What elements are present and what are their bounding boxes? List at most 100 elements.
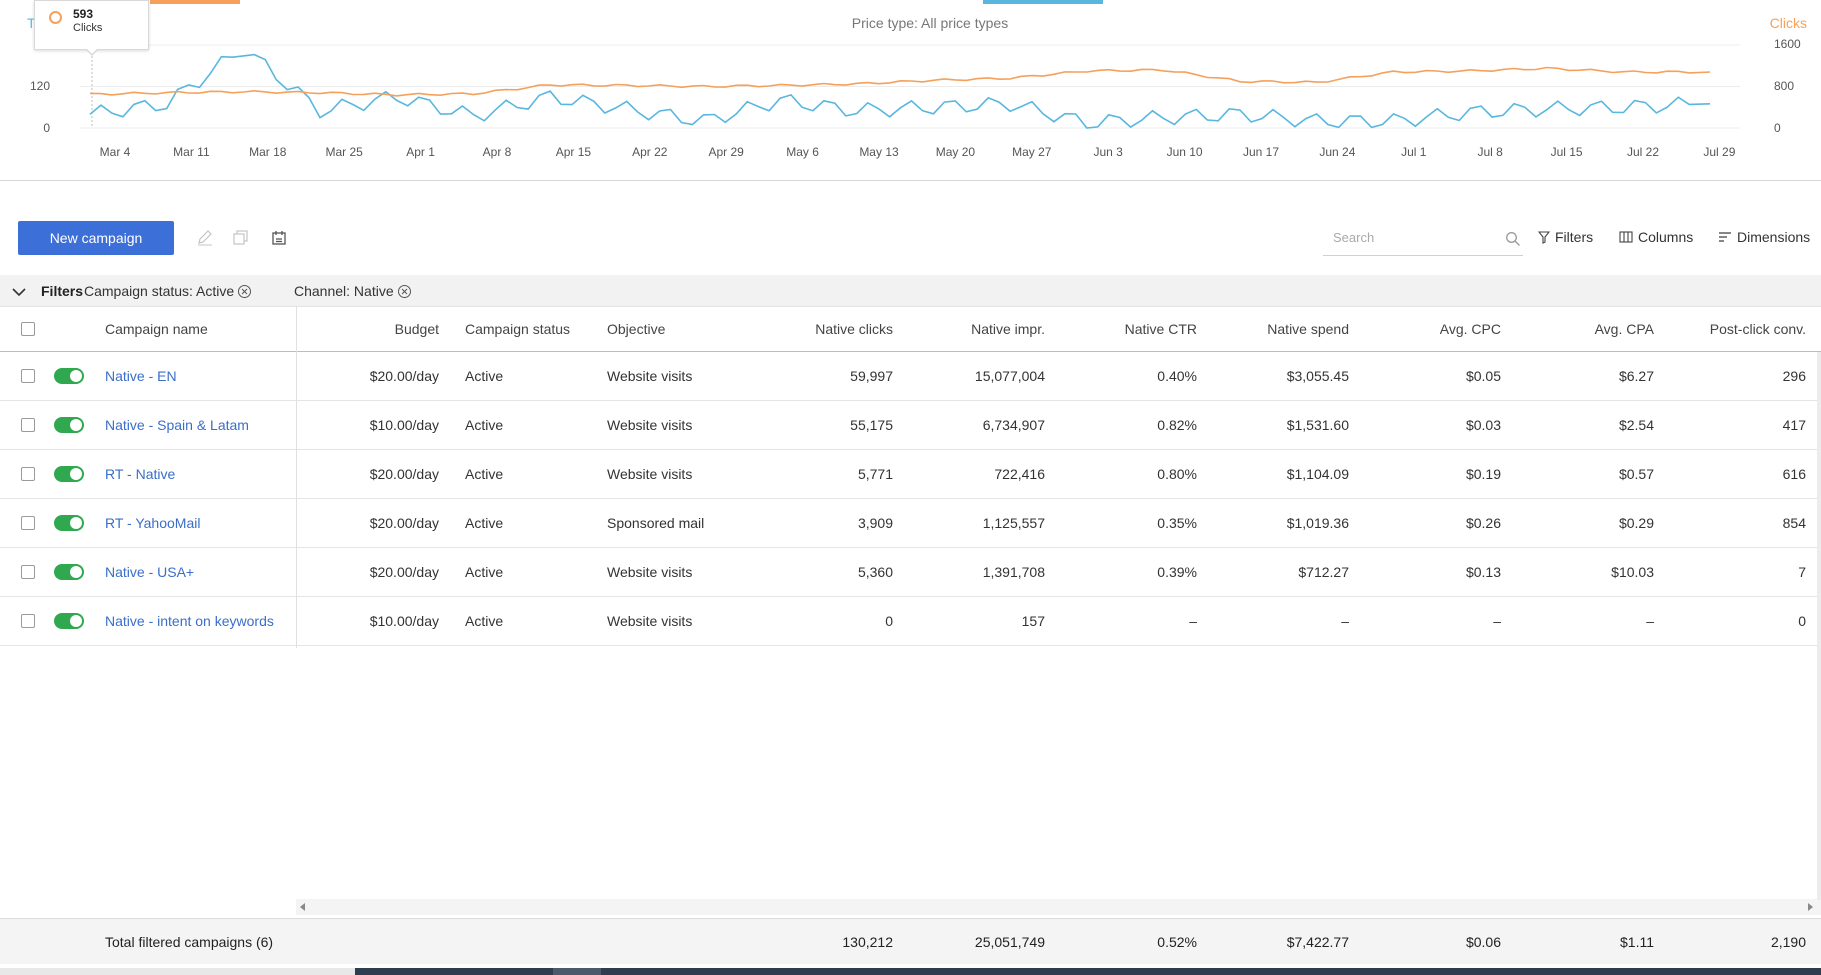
column-header-objective[interactable]: Objective (607, 321, 666, 337)
search-icon[interactable] (1505, 231, 1521, 250)
row-checkbox[interactable] (21, 614, 35, 628)
right-axis-tick: 1600 (1774, 37, 1801, 51)
cell-native-clicks: 59,997 (850, 368, 893, 384)
column-header-post-click-conv[interactable]: Post-click conv. (1709, 321, 1806, 337)
chart-tab-indicator-orange[interactable] (150, 0, 240, 4)
x-axis-tick: Apr 22 (632, 145, 668, 159)
chart-tooltip: 593 Clicks (34, 0, 149, 50)
cell-budget: $20.00/day (369, 564, 439, 580)
status-toggle-cell[interactable] (54, 352, 84, 400)
table-row[interactable]: Native - intent on keywords $10.00/day Act… (0, 597, 1821, 646)
column-header-avg-cpa[interactable]: Avg. CPA (1594, 321, 1654, 337)
cell-avg-cpa: $0.57 (1618, 466, 1654, 482)
status-toggle-cell[interactable] (54, 597, 84, 645)
filter-chip-campaign-status[interactable]: Campaign status: Active (84, 283, 252, 299)
dimensions-button[interactable]: Dimensions (1718, 229, 1810, 245)
chart-tab-indicator-blue[interactable] (983, 0, 1103, 4)
scroll-right-icon[interactable] (1808, 903, 1813, 911)
campaign-name-link[interactable]: RT - Native (105, 466, 176, 482)
campaign-name-link[interactable]: Native - intent on keywords (105, 613, 274, 629)
campaign-active-toggle[interactable] (54, 466, 84, 482)
campaign-active-toggle[interactable] (54, 368, 84, 384)
duplicate-icon[interactable] (232, 229, 250, 247)
select-all-checkbox[interactable] (21, 322, 35, 336)
campaign-active-toggle[interactable] (54, 613, 84, 629)
column-header-native-ctr[interactable]: Native CTR (1124, 321, 1197, 337)
table-row[interactable]: Native - USA+ $20.00/day Active Website vis… (0, 548, 1821, 597)
download-report-icon[interactable] (270, 229, 288, 247)
row-checkbox[interactable] (21, 418, 35, 432)
cell-post-click-conv: 854 (1782, 515, 1806, 531)
cell-avg-cpc: – (1493, 613, 1501, 629)
row-checkbox-cell[interactable] (21, 401, 35, 449)
campaign-name-link[interactable]: Native - EN (105, 368, 177, 384)
column-header-campaign-name[interactable]: Campaign name (105, 321, 208, 337)
cell-objective: Website visits (607, 564, 693, 580)
table-row[interactable]: Native - EN $20.00/day Active Website visit… (0, 352, 1821, 401)
cell-campaign-status: Active (465, 466, 504, 482)
column-header-avg-cpc[interactable]: Avg. CPC (1439, 321, 1501, 337)
edit-icon[interactable] (196, 229, 214, 247)
status-toggle-cell[interactable] (54, 450, 84, 498)
row-checkbox-cell[interactable] (21, 499, 35, 547)
row-checkbox-cell[interactable] (21, 352, 35, 400)
campaign-name-link[interactable]: RT - YahooMail (105, 515, 201, 531)
left-axis-label: T (27, 15, 36, 31)
cell-post-click-conv: 616 (1782, 466, 1806, 482)
row-checkbox[interactable] (21, 467, 35, 481)
right-axis-tick: 0 (1774, 121, 1781, 135)
status-toggle-cell[interactable] (54, 499, 84, 547)
table-row[interactable]: RT - YahooMail $20.00/day Active Sponsored … (0, 499, 1821, 548)
table-row[interactable]: Native - Spain & Latam $10.00/day Active We… (0, 401, 1821, 450)
campaign-active-toggle[interactable] (54, 417, 84, 433)
campaign-name-link[interactable]: Native - USA+ (105, 564, 195, 580)
cell-campaign-status: Active (465, 417, 504, 433)
row-checkbox[interactable] (21, 516, 35, 530)
row-checkbox-cell[interactable] (21, 450, 35, 498)
right-axis-label: Clicks (1769, 15, 1807, 31)
x-axis-tick: Jul 1 (1401, 145, 1427, 159)
campaign-active-toggle[interactable] (54, 564, 84, 580)
column-header-native-impr[interactable]: Native impr. (971, 321, 1045, 337)
x-axis-tick: Jun 3 (1093, 145, 1123, 159)
cell-budget: $10.00/day (369, 417, 439, 433)
table-row[interactable]: RT - Native $20.00/day Active Website visit… (0, 450, 1821, 499)
x-axis-tick: May 6 (786, 145, 819, 159)
x-axis-tick: Jun 10 (1166, 145, 1203, 159)
columns-button[interactable]: Columns (1619, 229, 1693, 245)
column-header-native-spend[interactable]: Native spend (1267, 321, 1349, 337)
chart-series-line-left-axis (89, 53, 1711, 129)
totals-avg-cpa: $1.11 (1620, 933, 1654, 950)
cell-native-ctr: 0.40% (1157, 368, 1197, 384)
new-campaign-button[interactable]: New campaign (18, 221, 174, 255)
row-checkbox[interactable] (21, 565, 35, 579)
filters-title[interactable]: Filters (41, 283, 84, 299)
column-header-native-clicks[interactable]: Native clicks (815, 321, 893, 337)
filter-chip-channel[interactable]: Channel: Native (294, 283, 411, 299)
status-toggle-cell[interactable] (54, 401, 84, 449)
row-checkbox-cell[interactable] (21, 548, 35, 596)
remove-filter-icon[interactable] (397, 284, 411, 298)
remove-filter-icon[interactable] (238, 284, 252, 298)
filters-button[interactable]: Filters (1538, 229, 1593, 245)
campaign-name-link[interactable]: Native - Spain & Latam (105, 417, 249, 433)
row-checkbox[interactable] (21, 369, 35, 383)
column-header-campaign-status[interactable]: Campaign status (465, 321, 571, 337)
cell-native-ctr: 0.82% (1157, 417, 1197, 433)
campaign-toolbar: New campaign Filters Columns Dimensions (0, 200, 1821, 275)
search-input[interactable] (1333, 230, 1493, 245)
horizontal-scrollbar[interactable] (296, 899, 1821, 915)
column-header-budget[interactable]: Budget (394, 321, 439, 337)
campaign-active-toggle[interactable] (54, 515, 84, 531)
row-checkbox-cell[interactable] (21, 597, 35, 645)
select-all-checkbox-cell[interactable] (21, 307, 35, 351)
search-field[interactable] (1323, 224, 1523, 256)
status-toggle-cell[interactable] (54, 548, 84, 596)
right-axis-tick: 800 (1774, 79, 1795, 93)
vertical-scrollbar[interactable] (1817, 352, 1821, 900)
cell-native-clicks: 5,360 (857, 564, 893, 580)
scroll-left-icon[interactable] (300, 903, 305, 911)
x-axis-tick: May 20 (935, 145, 976, 159)
chevron-down-icon[interactable] (12, 284, 26, 300)
cell-native-impr: 1,125,557 (982, 515, 1045, 531)
